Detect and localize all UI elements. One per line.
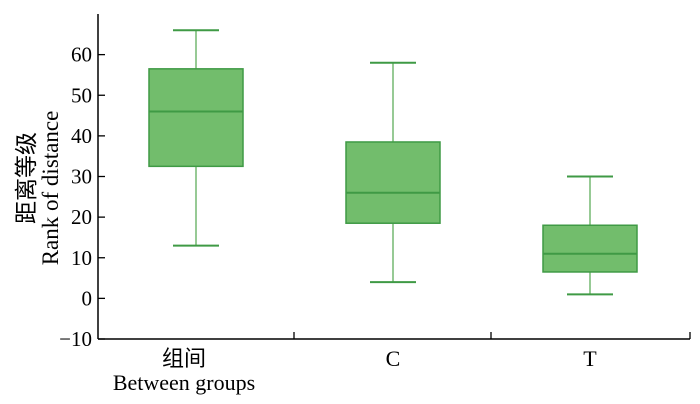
iqr-box xyxy=(345,141,441,224)
y-tick-label: 50 xyxy=(71,83,92,107)
x-category-label: 组间 xyxy=(162,346,206,371)
y-axis: −10 0 10 20 30 40 50 60 xyxy=(59,14,105,351)
y-tick-label: 60 xyxy=(71,43,92,67)
y-axis-title-english: Rank of distance xyxy=(38,111,63,266)
y-tick-label: 40 xyxy=(71,124,92,148)
y-tick-label: 20 xyxy=(71,205,92,229)
iqr-box xyxy=(542,224,638,273)
x-category-sublabel: Between groups xyxy=(113,370,255,395)
y-axis-title-chinese: 距离等级 xyxy=(14,132,39,224)
y-tick-label: 30 xyxy=(71,165,92,189)
iqr-box xyxy=(148,68,244,168)
x-category-label: C xyxy=(386,346,401,371)
y-tick-label: −10 xyxy=(59,327,92,351)
box-2 xyxy=(345,61,441,284)
box-3 xyxy=(542,175,638,296)
x-category-label: T xyxy=(583,346,597,371)
box-series xyxy=(148,29,638,296)
box-1 xyxy=(148,29,244,247)
y-tick-label: 0 xyxy=(82,286,93,310)
y-tick-label: 10 xyxy=(71,246,92,270)
